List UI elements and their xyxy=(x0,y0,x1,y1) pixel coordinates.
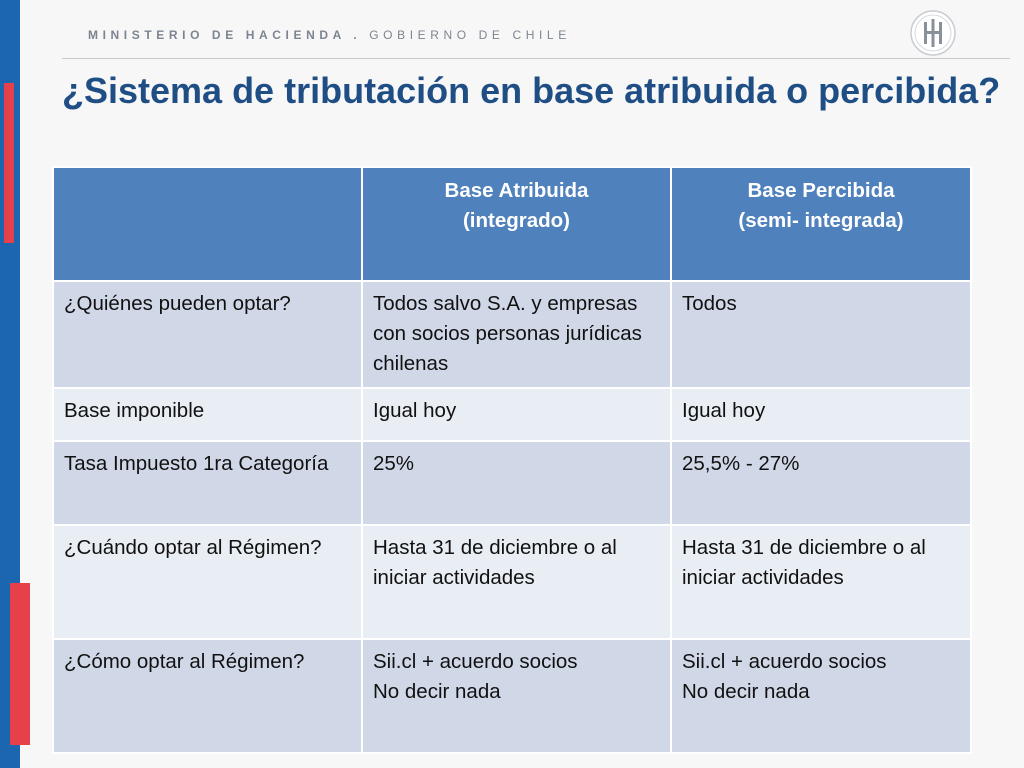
header-text: MINISTERIO DE HACIENDA . GOBIERNO DE CHI… xyxy=(88,28,571,42)
table-row: ¿Cuándo optar al Régimen? Hasta 31 de di… xyxy=(52,524,972,640)
header-government: GOBIERNO DE CHILE xyxy=(369,28,571,42)
table-cell: Base imponible xyxy=(52,387,363,442)
table-cell: Todos salvo S.A. y empresas con socios p… xyxy=(361,280,672,389)
table-header-row: Base Atribuida (integrado) Base Percibid… xyxy=(52,166,972,282)
page-title: ¿Sistema de tributación en base atribuid… xyxy=(62,70,1001,111)
table-cell: ¿Cuándo optar al Régimen? xyxy=(52,524,363,640)
table-header-empty xyxy=(52,166,363,282)
table-header-base-percibida: Base Percibida (semi- integrada) xyxy=(670,166,972,282)
header-ministry: MINISTERIO DE HACIENDA . xyxy=(88,28,362,42)
table-cell: Igual hoy xyxy=(361,387,672,442)
table-cell: Sii.cl + acuerdo socios No decir nada xyxy=(670,638,972,754)
table-cell: ¿Quiénes pueden optar? xyxy=(52,280,363,389)
table-cell: Hasta 31 de diciembre o al iniciar activ… xyxy=(670,524,972,640)
table-cell: Hasta 31 de diciembre o al iniciar activ… xyxy=(361,524,672,640)
table-cell: Todos xyxy=(670,280,972,389)
table-row: Tasa Impuesto 1ra Categoría 25% 25,5% - … xyxy=(52,440,972,526)
side-stripe-red-bottom xyxy=(10,583,30,745)
table-cell: ¿Cómo optar al Régimen? xyxy=(52,638,363,754)
table-row: ¿Cómo optar al Régimen? Sii.cl + acuerdo… xyxy=(52,638,972,754)
table-cell: 25% xyxy=(361,440,672,526)
table-cell: 25,5% - 27% xyxy=(670,440,972,526)
table-row: Base imponible Igual hoy Igual hoy xyxy=(52,387,972,442)
table-cell: Igual hoy xyxy=(670,387,972,442)
side-stripe-red-top xyxy=(4,83,14,243)
header-rule xyxy=(62,58,1010,59)
comparison-table: Base Atribuida (integrado) Base Percibid… xyxy=(52,166,972,754)
table-header-base-atribuida: Base Atribuida (integrado) xyxy=(361,166,672,282)
table-cell: Sii.cl + acuerdo socios No decir nada xyxy=(361,638,672,754)
ministerio-hacienda-seal-icon xyxy=(910,10,956,56)
table-row: ¿Quiénes pueden optar? Todos salvo S.A. … xyxy=(52,280,972,389)
table-cell: Tasa Impuesto 1ra Categoría xyxy=(52,440,363,526)
